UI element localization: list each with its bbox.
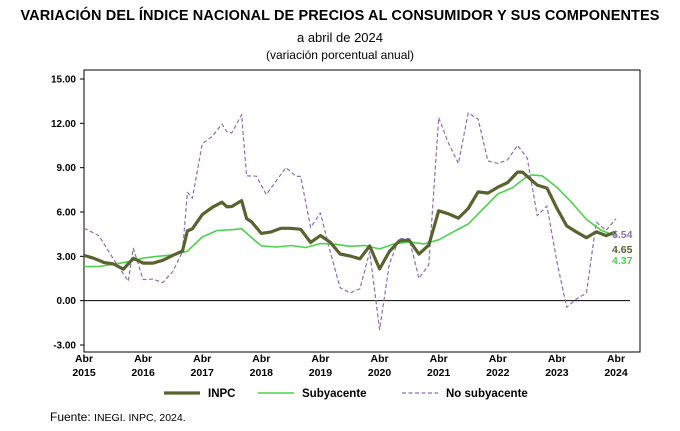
chart-unit-label: (variación porcentual anual) xyxy=(265,48,415,62)
legend-label: No subyacente xyxy=(446,388,528,400)
series-line-inpc xyxy=(83,170,617,271)
x-tick-label-month: Abr xyxy=(430,353,448,365)
end-value-label-subyacente: 4.37 xyxy=(612,255,633,267)
x-tick-label-month: Abr xyxy=(371,353,389,365)
x-tick-label-year: 2018 xyxy=(250,367,274,379)
source-text: INEGI. INPC, 2024. xyxy=(94,412,186,424)
y-tick-label: 15.00 xyxy=(51,75,76,86)
x-tick-label-month: Abr xyxy=(134,353,152,365)
legend-label: INPC xyxy=(208,388,235,400)
y-tick-label: 3.00 xyxy=(57,252,77,263)
y-tick-label: -3.00 xyxy=(53,341,76,352)
y-tick-label: 12.00 xyxy=(51,119,76,130)
x-tick-label-year: 2020 xyxy=(368,367,392,379)
x-tick-label-year: 2021 xyxy=(427,367,451,379)
y-tick-label: 6.00 xyxy=(57,208,77,219)
chart-subtitle: a abril de 2024 xyxy=(296,30,383,45)
x-tick-label-year: 2022 xyxy=(486,367,510,379)
x-tick-label-year: 2019 xyxy=(309,367,333,379)
x-tick-label-month: Abr xyxy=(489,353,507,365)
x-tick-label-month: Abr xyxy=(607,353,625,365)
chart-title: VARIACIÓN DEL ÍNDICE NACIONAL DE PRECIOS… xyxy=(20,8,660,24)
end-value-label-no-subyacente: 5.54 xyxy=(612,229,633,241)
x-tick-label-month: Abr xyxy=(252,353,270,365)
x-tick-label-year: 2024 xyxy=(604,367,628,379)
end-value-label-inpc: 4.65 xyxy=(612,244,633,256)
y-tick-label: 9.00 xyxy=(57,163,77,174)
source-note: Fuente: INEGI. INPC, 2024. xyxy=(50,410,186,424)
x-tick-label-month: Abr xyxy=(548,353,566,365)
x-tick-label-month: Abr xyxy=(75,353,93,365)
series-line-subyacente xyxy=(84,174,617,268)
x-tick-label-year: 2023 xyxy=(545,367,569,379)
series-line-no-subyacente xyxy=(83,112,617,331)
x-tick-label-year: 2015 xyxy=(72,367,96,379)
y-tick-label: 0.00 xyxy=(57,296,77,307)
x-tick-label-year: 2016 xyxy=(131,367,155,379)
legend-label: Subyacente xyxy=(302,388,367,400)
source-label: Fuente: xyxy=(50,410,95,424)
x-tick-label-month: Abr xyxy=(311,353,329,365)
x-tick-label-year: 2017 xyxy=(191,367,215,379)
x-tick-label-month: Abr xyxy=(193,353,211,365)
